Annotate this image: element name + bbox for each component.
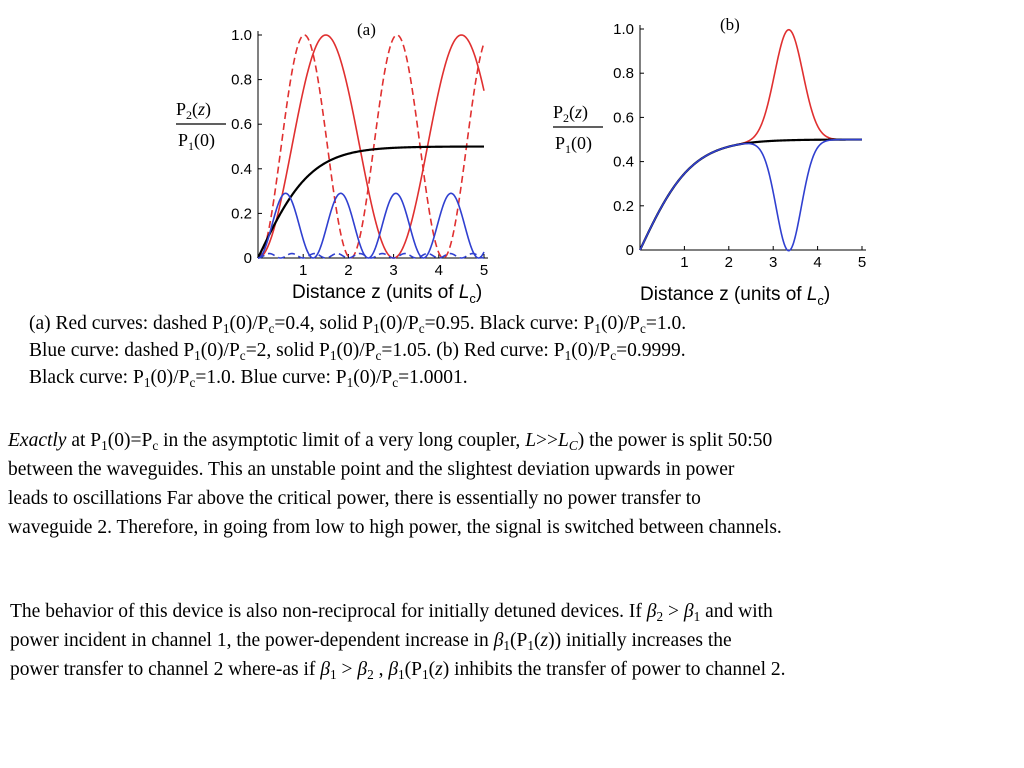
caption-line-1: (a) Red curves: dashed P1(0)/Pc=0.4, sol… <box>29 313 687 336</box>
y-tick-label: 0.2 <box>231 205 252 222</box>
x-axis-title: Distance z (units of Lc) <box>640 284 830 308</box>
x-tick-label: 5 <box>480 262 488 279</box>
paragraph-critical-power: Exactly at P1(0)=Pc in the asymptotic li… <box>8 426 1024 542</box>
caption-line-3: Black curve: P1(0)/Pc=1.0. Blue curve: P… <box>29 367 468 390</box>
y-label-denominator: P1(0) <box>178 130 215 153</box>
paragraph2-line-3: power transfer to channel 2 where-as if … <box>10 659 786 682</box>
y-tick-label: 1.0 <box>231 27 252 44</box>
y-tick-label: 0.6 <box>231 116 252 133</box>
x-tick-label: 4 <box>813 254 821 271</box>
y-tick-label: 0.4 <box>613 154 634 171</box>
paragraph1-line-2: between the waveguides. This an unstable… <box>8 459 735 480</box>
x-tick-label: 3 <box>389 262 397 279</box>
paragraph-non-reciprocal: The behavior of this device is also non-… <box>10 597 1024 684</box>
series-line-3 <box>257 192 485 259</box>
chart-panel-b: 0 0.2 0.4 0.6 0.8 1.0 1 2 3 4 5 (b) P2(z) P1(0) Distan… <box>553 15 866 308</box>
series-line-1 <box>257 34 485 259</box>
y-label-denominator: P1(0) <box>555 133 592 156</box>
series-line-1 <box>639 138 863 251</box>
panel-label: (b) <box>720 15 740 34</box>
caption-line-2: Blue curve: dashed P1(0)/Pc=2, solid P1(… <box>29 340 686 363</box>
paragraph1-line-4: waveguide 2. Therefore, in going from lo… <box>8 517 782 538</box>
series-line-4 <box>257 252 485 259</box>
paragraph2-line-1: The behavior of this device is also non-… <box>10 601 773 624</box>
y-tick-label: 0.4 <box>231 161 252 178</box>
y-tick-label: 0 <box>626 242 634 259</box>
y-label-numerator: P2(z) <box>553 102 588 125</box>
paragraph2-line-2: power incident in channel 1, the power-d… <box>10 630 732 653</box>
y-tick-label: 0 <box>244 250 252 267</box>
paragraph1-line-1-rest: at P1(0)=Pc in the asymptotic limit of a… <box>66 430 773 453</box>
series-line-0 <box>257 34 485 259</box>
series-line-2 <box>639 138 863 252</box>
figure-caption: (a) Red curves: dashed P1(0)/Pc=0.4, sol… <box>29 310 989 391</box>
x-tick-label: 2 <box>344 262 352 279</box>
y-tick-label: 0.2 <box>613 198 634 215</box>
paragraph1-line-3: leads to oscillations Far above the crit… <box>8 488 701 509</box>
x-tick-label: 1 <box>299 262 307 279</box>
x-tick-label: 4 <box>435 262 443 279</box>
x-tick-label: 3 <box>769 254 777 271</box>
y-tick-label: 0.8 <box>613 65 634 82</box>
x-tick-label: 2 <box>725 254 733 271</box>
panel-label: (a) <box>357 20 376 39</box>
y-tick-label: 0.8 <box>231 72 252 89</box>
x-tick-label: 1 <box>680 254 688 271</box>
emphasis-exactly: Exactly <box>8 430 67 451</box>
plots-svg: 0 0.2 0.4 0.6 0.8 1.0 1 2 3 4 5 (a) P2(z) P1(0) Distan… <box>176 15 866 308</box>
x-tick-label: 5 <box>858 254 866 271</box>
y-tick-label: 0.6 <box>613 109 634 126</box>
chart-panel-a: 0 0.2 0.4 0.6 0.8 1.0 1 2 3 4 5 (a) P2(z) P1(0) Distan… <box>176 20 488 306</box>
y-label-numerator: P2(z) <box>176 99 211 122</box>
paragraph1-line-1: Exactly at P1(0)=Pc in the asymptotic li… <box>8 426 1024 455</box>
x-axis-title: Distance z (units of Lc) <box>292 282 482 306</box>
series-line-2 <box>257 145 484 259</box>
y-tick-label: 1.0 <box>613 21 634 38</box>
figure-plots: 0 0.2 0.4 0.6 0.8 1.0 1 2 3 4 5 (a) P2(z) P1(0) Distan… <box>0 0 1024 315</box>
